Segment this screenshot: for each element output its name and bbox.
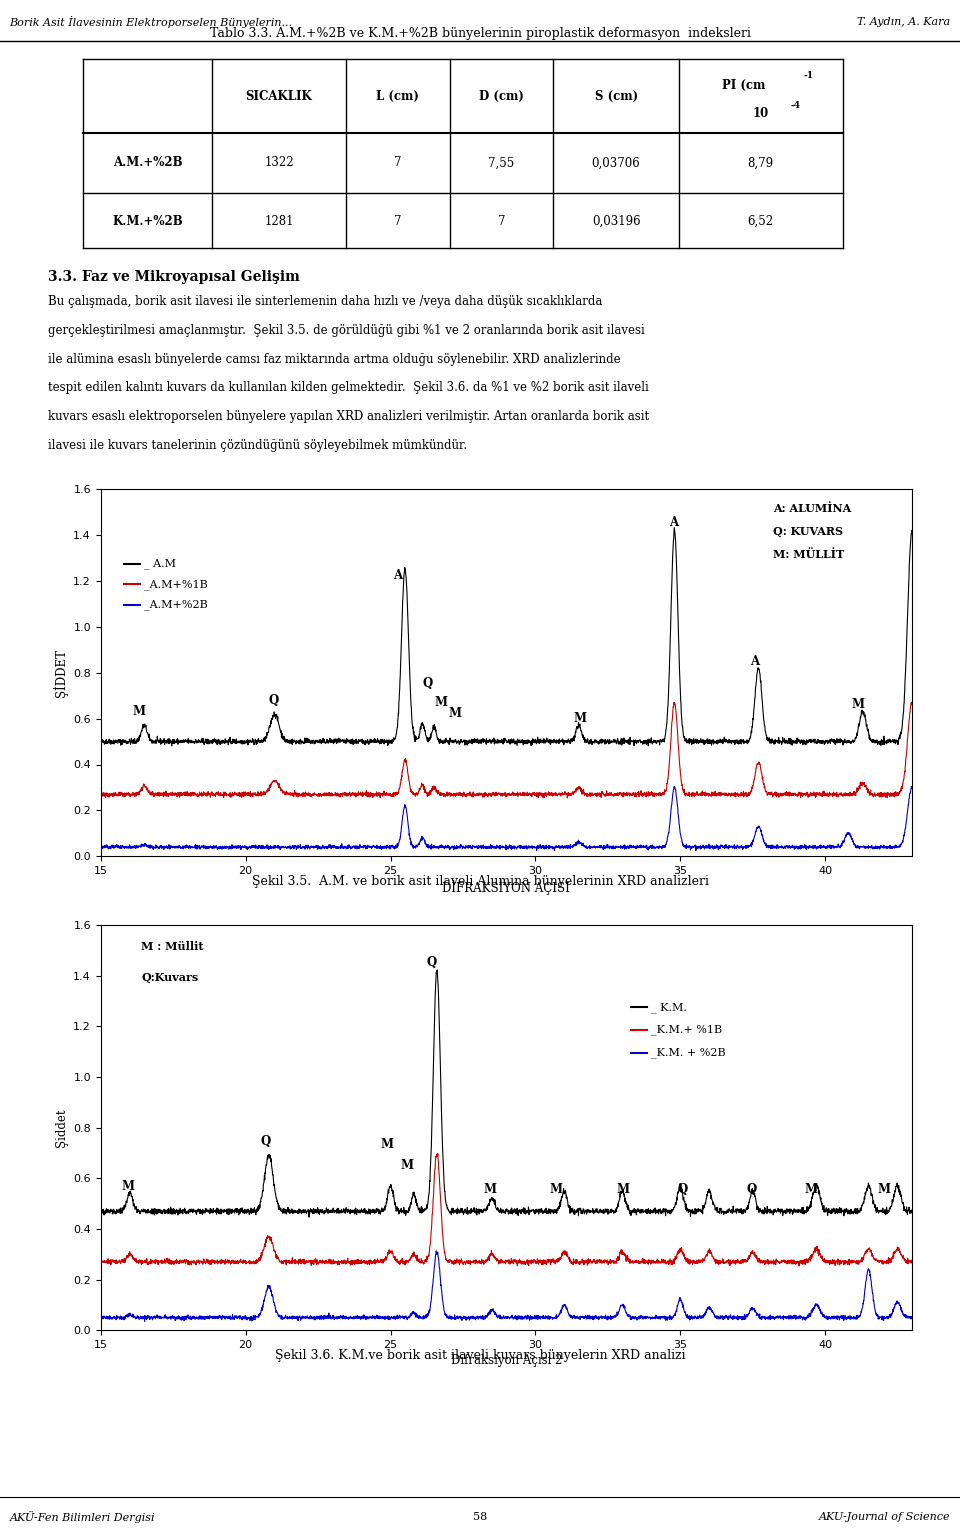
Text: M: M bbox=[550, 1183, 563, 1197]
X-axis label: Difraksiyon Açısı 2: Difraksiyon Açısı 2 bbox=[450, 1355, 563, 1367]
Text: M: M bbox=[877, 1183, 890, 1197]
Text: Şekil 3.6. K.M.ve borik asit ilaveli kuvars bünyelerin XRD analizi: Şekil 3.6. K.M.ve borik asit ilaveli kuv… bbox=[275, 1349, 685, 1362]
Text: L (cm): L (cm) bbox=[376, 90, 420, 102]
Text: Q: Q bbox=[427, 956, 437, 968]
Text: M: M bbox=[483, 1183, 496, 1197]
Text: AKU-Journal of Science: AKU-Journal of Science bbox=[819, 1512, 950, 1523]
Text: M : Müllit: M : Müllit bbox=[141, 942, 204, 953]
Text: Q: Q bbox=[269, 694, 279, 706]
Text: kuvars esaslı elektroporselen bünyelere yapılan XRD analizleri verilmiştir. Arta: kuvars esaslı elektroporselen bünyelere … bbox=[48, 410, 649, 424]
Text: 7: 7 bbox=[498, 216, 505, 228]
Text: Tablo 3.3. A.M.+%2B ve K.M.+%2B bünyelerinin piroplastik deformasyon  indeksleri: Tablo 3.3. A.M.+%2B ve K.M.+%2B bünyeler… bbox=[209, 26, 751, 40]
Text: M: M bbox=[852, 699, 864, 711]
Text: Borik Asit İlavesinin Elektroporselen Bünyelerin...: Borik Asit İlavesinin Elektroporselen Bü… bbox=[10, 15, 293, 28]
Text: _A.M+%2B: _A.M+%2B bbox=[144, 599, 208, 610]
Text: T. Aydın, A. Kara: T. Aydın, A. Kara bbox=[857, 17, 950, 28]
Text: _ K.M.: _ K.M. bbox=[651, 1001, 687, 1012]
Text: M: M bbox=[804, 1183, 818, 1197]
Text: A: A bbox=[394, 569, 402, 581]
Text: 3.3. Faz ve Mikroyapısal Gelişim: 3.3. Faz ve Mikroyapısal Gelişim bbox=[48, 269, 300, 284]
Text: PI (cm: PI (cm bbox=[722, 80, 765, 92]
Text: M: M bbox=[434, 696, 447, 709]
Text: M: M bbox=[400, 1159, 414, 1173]
Text: Q: KUVARS: Q: KUVARS bbox=[773, 526, 843, 537]
Text: 6,52: 6,52 bbox=[748, 216, 774, 228]
Text: SICAKLIK: SICAKLIK bbox=[246, 90, 313, 102]
Text: Bu çalışmada, borik asit ilavesi ile sinterlemenin daha hızlı ve /veya daha düşü: Bu çalışmada, borik asit ilavesi ile sin… bbox=[48, 295, 602, 309]
Text: -1: -1 bbox=[804, 70, 813, 80]
Text: 7,55: 7,55 bbox=[489, 156, 515, 170]
Text: 10: 10 bbox=[753, 107, 769, 119]
Text: 58: 58 bbox=[473, 1512, 487, 1523]
Text: _A.M+%1B: _A.M+%1B bbox=[144, 579, 208, 590]
Text: _ A.M: _ A.M bbox=[144, 558, 177, 569]
Text: M: M bbox=[573, 713, 586, 725]
Text: A: A bbox=[750, 654, 759, 668]
Text: tespit edilen kalıntı kuvars da kullanılan kilden gelmektedir.  Şekil 3.6. da %1: tespit edilen kalıntı kuvars da kullanıl… bbox=[48, 381, 649, 394]
Text: _K.M.+ %1B: _K.M.+ %1B bbox=[651, 1024, 722, 1035]
Text: S (cm): S (cm) bbox=[594, 90, 637, 102]
Text: Q: Q bbox=[260, 1136, 271, 1148]
Text: M: M bbox=[380, 1138, 394, 1151]
Text: 1322: 1322 bbox=[264, 156, 294, 170]
Text: 0,03706: 0,03706 bbox=[591, 156, 640, 170]
Text: Q: Q bbox=[747, 1183, 757, 1197]
Text: M: M bbox=[616, 1183, 630, 1197]
Text: A: A bbox=[669, 515, 678, 529]
Text: 0,03196: 0,03196 bbox=[591, 216, 640, 228]
Y-axis label: ŞİDDET: ŞİDDET bbox=[53, 648, 68, 697]
Text: ilavesi ile kuvars tanelerinin çözündüğünü söyleyebilmek mümkündür.: ilavesi ile kuvars tanelerinin çözündüğü… bbox=[48, 439, 468, 453]
Text: A: ALUMİNA: A: ALUMİNA bbox=[773, 503, 852, 514]
Text: 7: 7 bbox=[395, 156, 401, 170]
Text: 7: 7 bbox=[395, 216, 401, 228]
Text: M: M bbox=[132, 705, 146, 719]
Text: AKÜ-Fen Bilimleri Dergisi: AKÜ-Fen Bilimleri Dergisi bbox=[10, 1511, 156, 1523]
Text: Şekil 3.5.  A.M. ve borik asit ilaveli Alumina bünyelerinin XRD analizleri: Şekil 3.5. A.M. ve borik asit ilaveli Al… bbox=[252, 875, 708, 888]
X-axis label: DİFRAKSİYON AÇISI: DİFRAKSİYON AÇISI bbox=[443, 881, 570, 894]
Text: _K.M. + %2B: _K.M. + %2B bbox=[651, 1047, 726, 1058]
Text: gerçekleştirilmesi amaçlanmıştır.  Şekil 3.5. de görüldüğü gibi %1 ve 2 oranları: gerçekleştirilmesi amaçlanmıştır. Şekil … bbox=[48, 324, 645, 336]
Text: 8,79: 8,79 bbox=[748, 156, 774, 170]
Text: D (cm): D (cm) bbox=[479, 90, 524, 102]
Text: K.M.+%2B: K.M.+%2B bbox=[112, 216, 182, 228]
Text: 1281: 1281 bbox=[264, 216, 294, 228]
Text: M: M bbox=[121, 1180, 134, 1193]
Text: Q: Q bbox=[678, 1183, 687, 1197]
Text: -4: -4 bbox=[790, 101, 801, 110]
Text: ile alümina esaslı bünyelerde camsı faz miktarında artma olduğu söylenebilir. XR: ile alümina esaslı bünyelerde camsı faz … bbox=[48, 353, 620, 365]
Text: Q: Q bbox=[422, 676, 433, 690]
Text: Q:Kuvars: Q:Kuvars bbox=[141, 972, 199, 983]
Y-axis label: Şiddet: Şiddet bbox=[55, 1109, 68, 1147]
Text: M: M bbox=[448, 708, 462, 720]
Text: M: MÜLLİT: M: MÜLLİT bbox=[773, 549, 844, 560]
Text: A.M.+%2B: A.M.+%2B bbox=[112, 156, 182, 170]
